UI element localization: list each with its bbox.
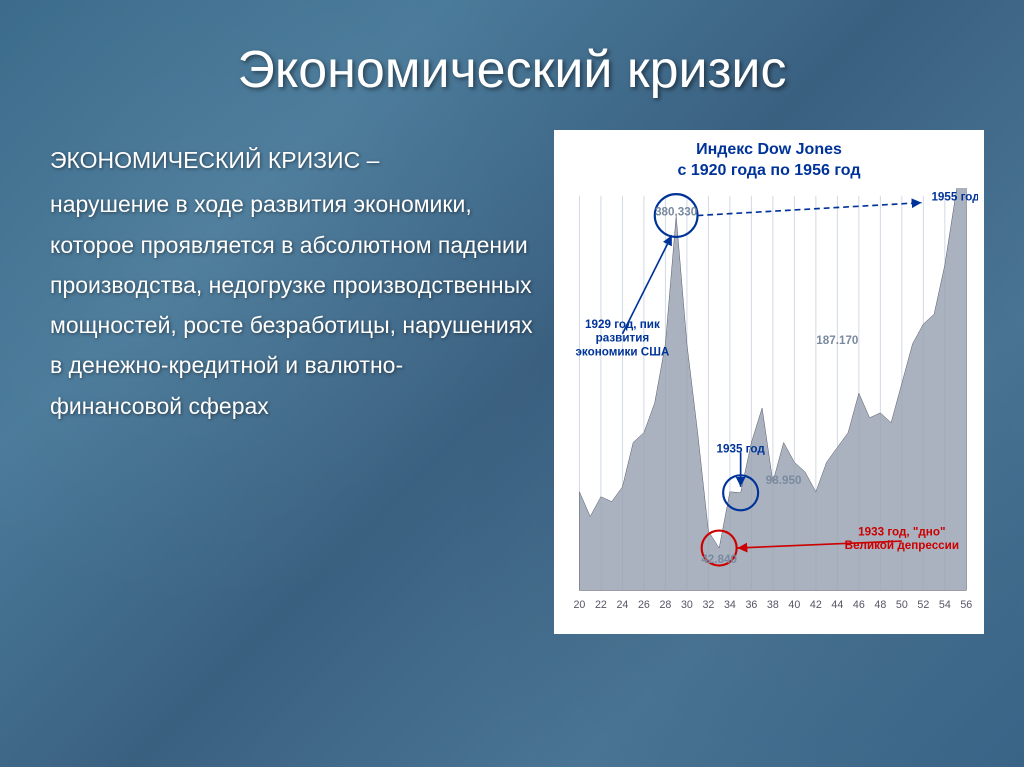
definition-head: ЭКОНОМИЧЕСКИЙ КРИЗИС – [50, 140, 534, 180]
svg-text:24: 24 [616, 599, 628, 611]
svg-text:42.840: 42.840 [701, 552, 737, 565]
svg-text:44: 44 [831, 599, 843, 611]
svg-text:42: 42 [810, 599, 822, 611]
chart-area: 20 22 24 26 28 30 32 34 36 38 40 42 44 46 48 50 52 54 56 38… [560, 188, 978, 628]
svg-text:52: 52 [917, 599, 929, 611]
definition-body: нарушение в ходе развития экономики, кот… [50, 184, 534, 426]
svg-text:30: 30 [681, 599, 693, 611]
chart-title-line1: Индекс Dow Jones [560, 140, 978, 161]
svg-text:1935 год: 1935 год [717, 442, 766, 455]
svg-text:экономики США: экономики США [576, 345, 670, 358]
svg-text:32: 32 [702, 599, 714, 611]
svg-text:50: 50 [896, 599, 908, 611]
svg-text:34: 34 [724, 599, 736, 611]
chart-svg: 20 22 24 26 28 30 32 34 36 38 40 42 44 46 48 50 52 54 56 38… [560, 188, 978, 616]
svg-text:98.950: 98.950 [766, 473, 802, 486]
svg-text:1933 год, "дно": 1933 год, "дно" [858, 525, 945, 538]
content-row: ЭКОНОМИЧЕСКИЙ КРИЗИС – нарушение в ходе … [0, 100, 1024, 634]
chart-title-line2: с 1920 года по 1956 год [560, 161, 978, 182]
svg-text:Великой депрессии: Великой депрессии [845, 538, 959, 551]
svg-text:54: 54 [939, 599, 951, 611]
svg-text:187.170: 187.170 [816, 333, 858, 346]
page-title: Экономический кризис [0, 0, 1024, 100]
svg-text:28: 28 [659, 599, 671, 611]
svg-text:380.330: 380.330 [655, 205, 697, 218]
chart-panel: Индекс Dow Jones с 1920 года по 1956 год… [554, 130, 984, 634]
svg-text:26: 26 [638, 599, 650, 611]
svg-text:40: 40 [788, 599, 800, 611]
svg-text:1955 год: 1955 год [931, 190, 978, 203]
svg-text:развития: развития [596, 331, 650, 344]
svg-text:38: 38 [767, 599, 779, 611]
chart-title: Индекс Dow Jones с 1920 года по 1956 год [560, 140, 978, 182]
svg-text:46: 46 [853, 599, 865, 611]
svg-text:56: 56 [960, 599, 972, 611]
svg-text:22: 22 [595, 599, 607, 611]
definition-block: ЭКОНОМИЧЕСКИЙ КРИЗИС – нарушение в ходе … [50, 130, 534, 634]
svg-text:36: 36 [745, 599, 757, 611]
svg-text:48: 48 [874, 599, 886, 611]
svg-text:20: 20 [573, 599, 585, 611]
svg-text:1929 год, пик: 1929 год, пик [585, 318, 660, 331]
